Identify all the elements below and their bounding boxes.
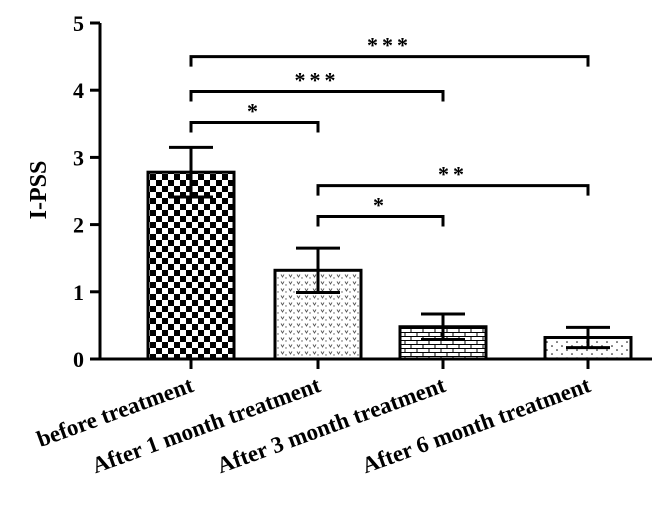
bar [146, 170, 236, 361]
bars [146, 170, 633, 361]
x-tick-label: After 6 month treatment [358, 372, 594, 478]
significance-bracket [189, 55, 590, 67]
y-axis: 0 1 2 3 4 5 [73, 11, 102, 372]
y-tick-label: 5 [73, 11, 84, 36]
y-tick-label: 3 [73, 145, 84, 170]
error-bars [169, 145, 610, 350]
x-tick-label: After 3 month treatment [213, 372, 449, 478]
significance-bracket [316, 215, 445, 227]
y-tick-label: 4 [73, 78, 84, 103]
significance-label: * [373, 193, 388, 218]
significance-label: *** [295, 68, 340, 93]
x-tick-label: After 1 month treatment [88, 372, 324, 478]
y-axis-label: I-PSS [26, 161, 52, 220]
y-tick-label: 0 [73, 347, 84, 372]
significance-brackets: ********** [189, 33, 590, 227]
y-tick-label: 1 [73, 280, 84, 305]
significance-bracket [189, 90, 445, 102]
significance-bracket [189, 120, 320, 133]
significance-bracket [316, 184, 590, 196]
y-tick-label: 2 [73, 213, 84, 238]
significance-label: * [247, 98, 262, 123]
significance-label: ** [438, 162, 468, 187]
significance-label: *** [367, 33, 412, 58]
